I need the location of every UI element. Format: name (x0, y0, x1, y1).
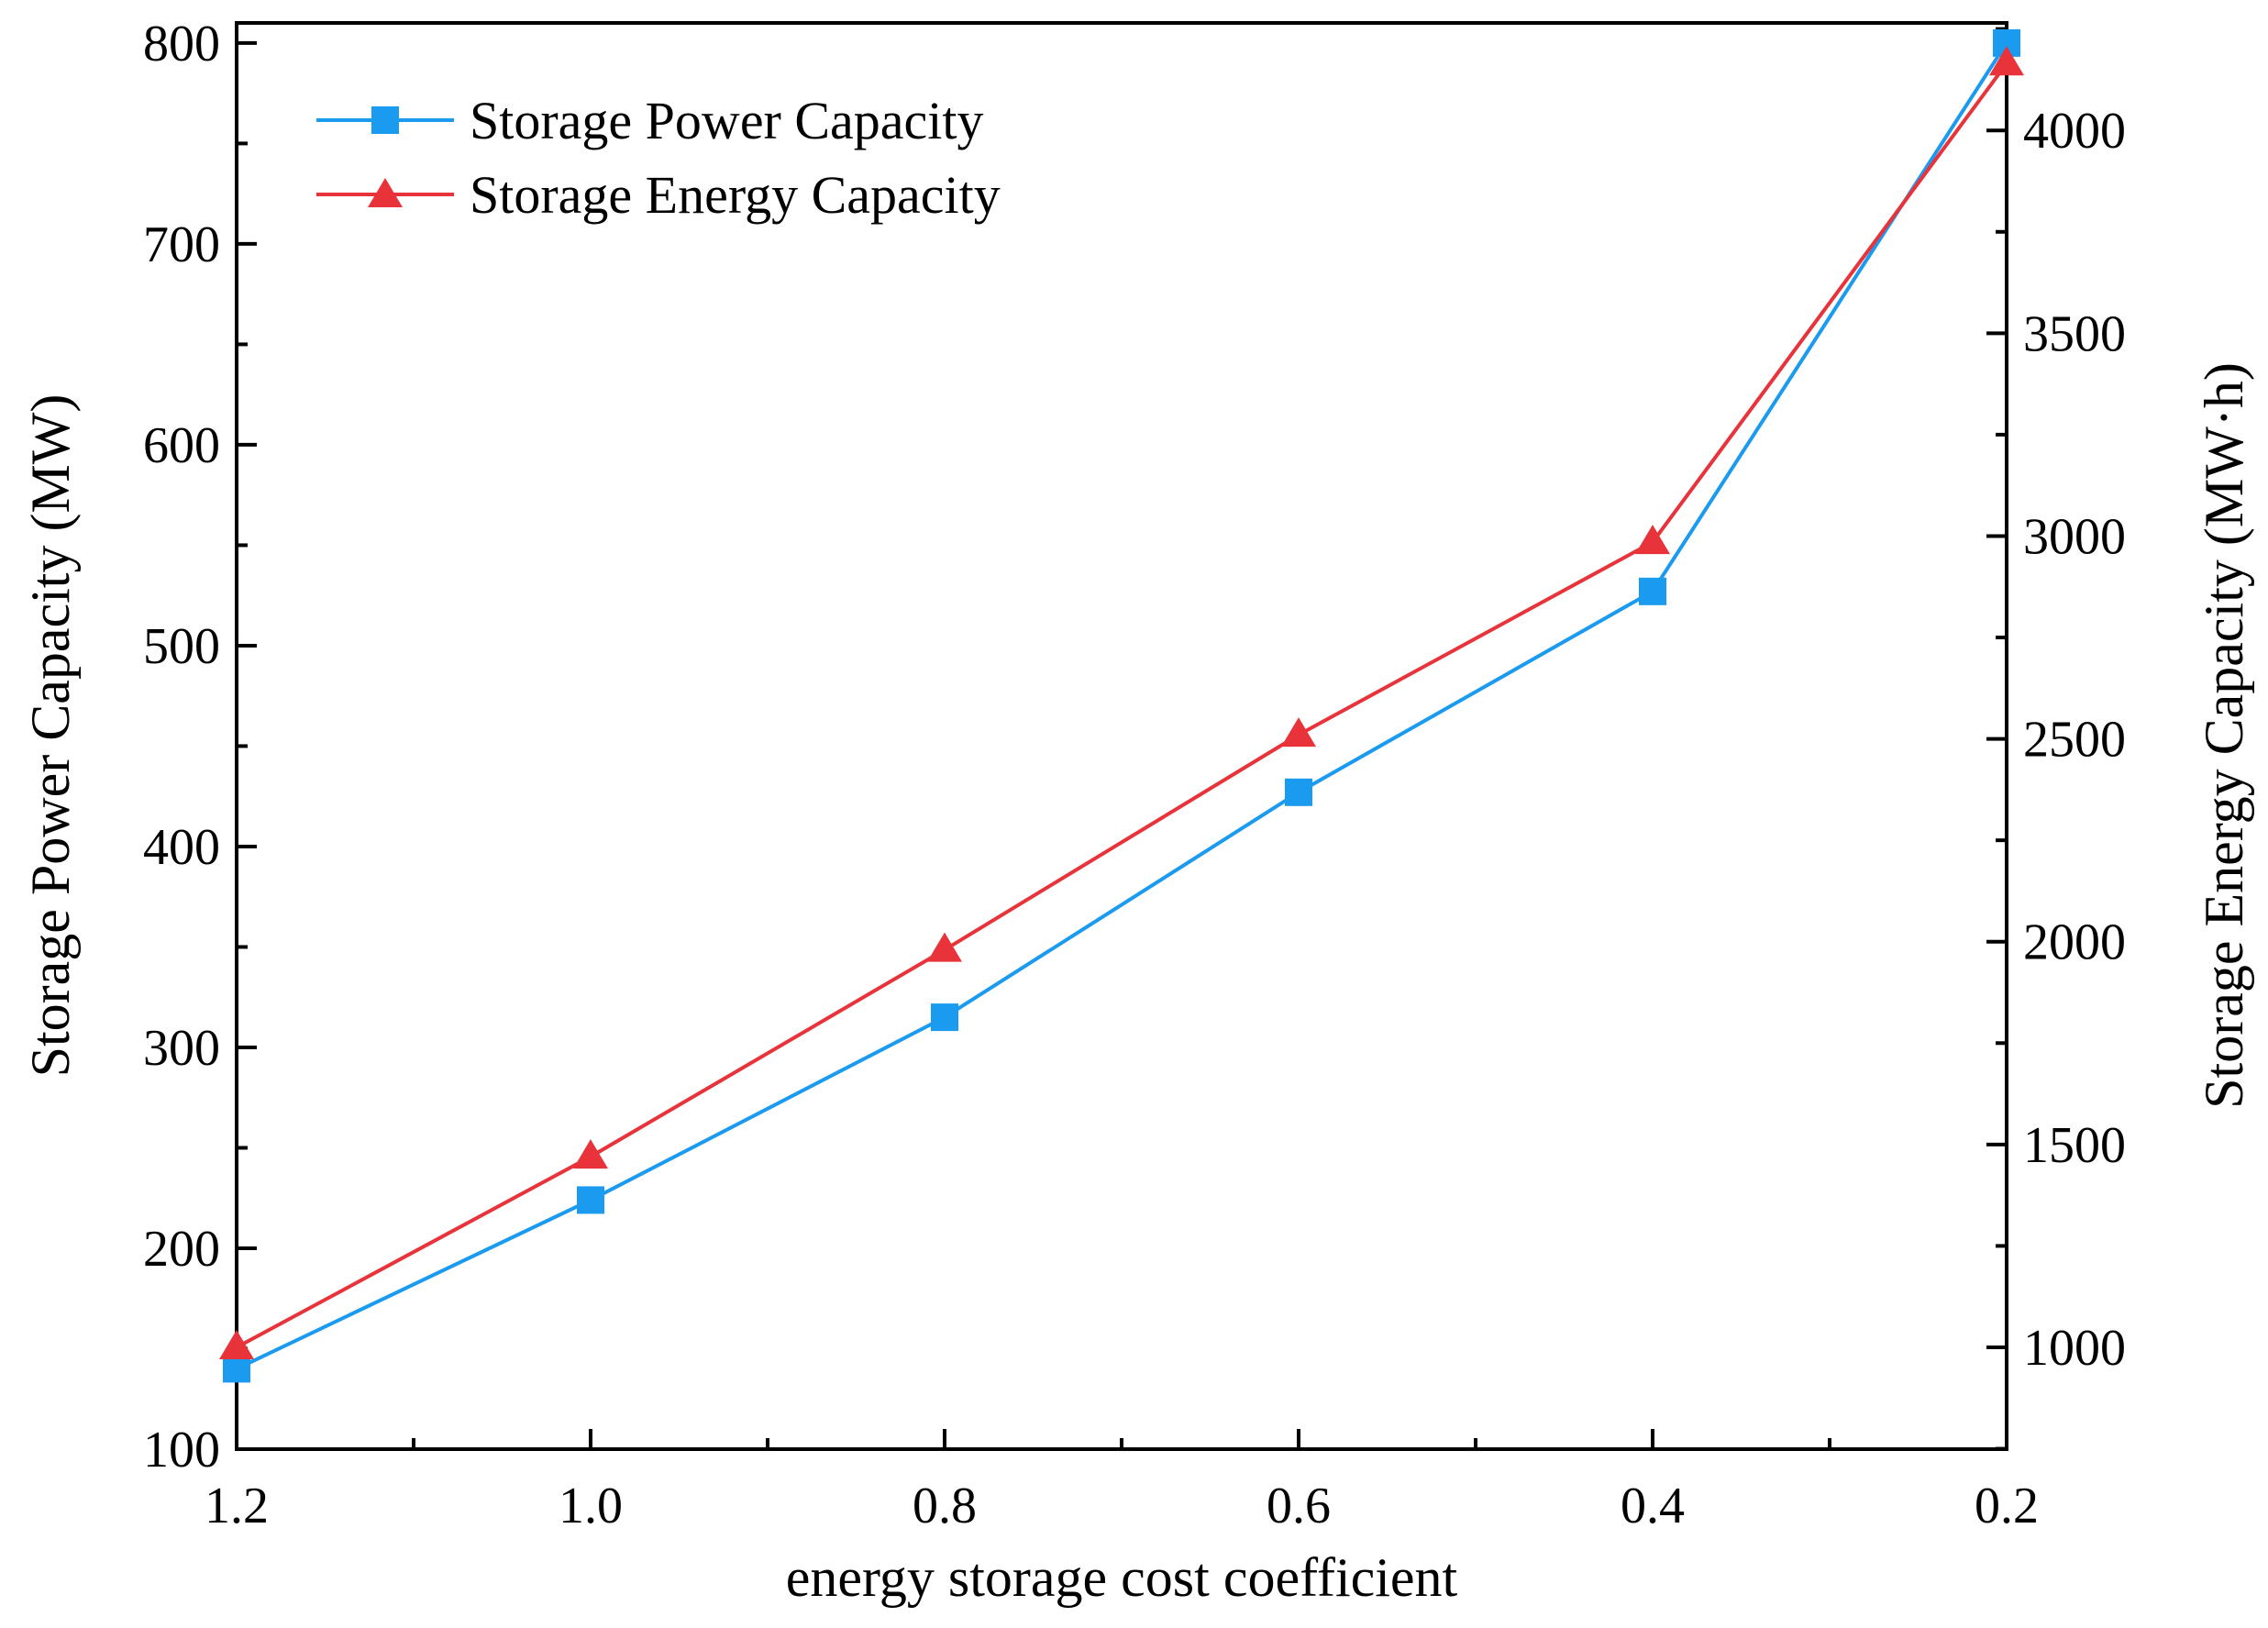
data-point-energy (1989, 46, 2024, 76)
data-point-power (931, 1003, 958, 1032)
x-axis-ticks: 1.2 1.0 0.8 0.6 0.4 0.2 (205, 1429, 2039, 1534)
plot-frame (235, 21, 2008, 1451)
y-axis-right-title: Storage Energy Capacity (MW·h) (2194, 362, 2254, 1109)
x-axis-title: energy storage cost coefficient (786, 1547, 1458, 1608)
y-axis-right-ticks: 1000 1500 2000 2500 3000 3500 4000 (1986, 27, 2126, 1451)
y-tick-label: 200 (143, 1221, 220, 1278)
data-point-energy (1635, 525, 1670, 555)
data-point-power (577, 1186, 604, 1214)
data-point-energy (1281, 717, 1316, 748)
y2-tick-label: 2000 (2023, 914, 2126, 971)
y-tick-label: 600 (143, 417, 220, 474)
y-tick-label: 300 (143, 1020, 220, 1077)
y-axis-left-title: Storage Power Capacity (MW) (20, 394, 81, 1078)
data-point-power (1285, 778, 1312, 806)
data-point-energy (927, 932, 962, 962)
x-tick-label: 0.2 (1975, 1478, 2039, 1534)
data-point-power (223, 1355, 250, 1383)
x-tick-label: 0.8 (913, 1478, 977, 1534)
y-tick-label: 800 (143, 16, 220, 72)
legend: Storage Power Capacity Storage Energy Ca… (316, 91, 1001, 225)
y-tick-label: 400 (143, 819, 220, 876)
legend-label-energy: Storage Energy Capacity (470, 165, 1001, 225)
legend-label-power: Storage Power Capacity (470, 91, 984, 150)
y2-tick-label: 3500 (2023, 305, 2126, 362)
x-tick-label: 0.4 (1621, 1478, 1685, 1534)
series-layer (219, 28, 2024, 1383)
y2-tick-label: 4000 (2023, 103, 2126, 160)
x-tick-label: 1.2 (205, 1478, 269, 1534)
data-point-energy (219, 1329, 254, 1359)
y-tick-label: 500 (143, 618, 220, 675)
data-point-energy (573, 1139, 608, 1169)
legend-marker-triangle-icon (368, 178, 403, 207)
y-tick-label: 700 (143, 216, 220, 273)
legend-marker-square-icon (371, 106, 399, 134)
data-point-power (1639, 577, 1666, 605)
x-tick-label: 1.0 (559, 1478, 623, 1534)
y2-tick-label: 3000 (2023, 508, 2126, 565)
series-line-power (236, 41, 2008, 1371)
y2-tick-label: 1000 (2023, 1320, 2126, 1377)
y-tick-label: 100 (143, 1422, 220, 1478)
y2-tick-label: 2500 (2023, 712, 2126, 769)
y-axis-left-ticks: 100 200 300 400 500 600 700 800 (143, 16, 257, 1478)
series-line-energy (236, 62, 2008, 1349)
y2-tick-label: 1500 (2023, 1117, 2126, 1174)
x-tick-label: 0.6 (1267, 1478, 1331, 1534)
